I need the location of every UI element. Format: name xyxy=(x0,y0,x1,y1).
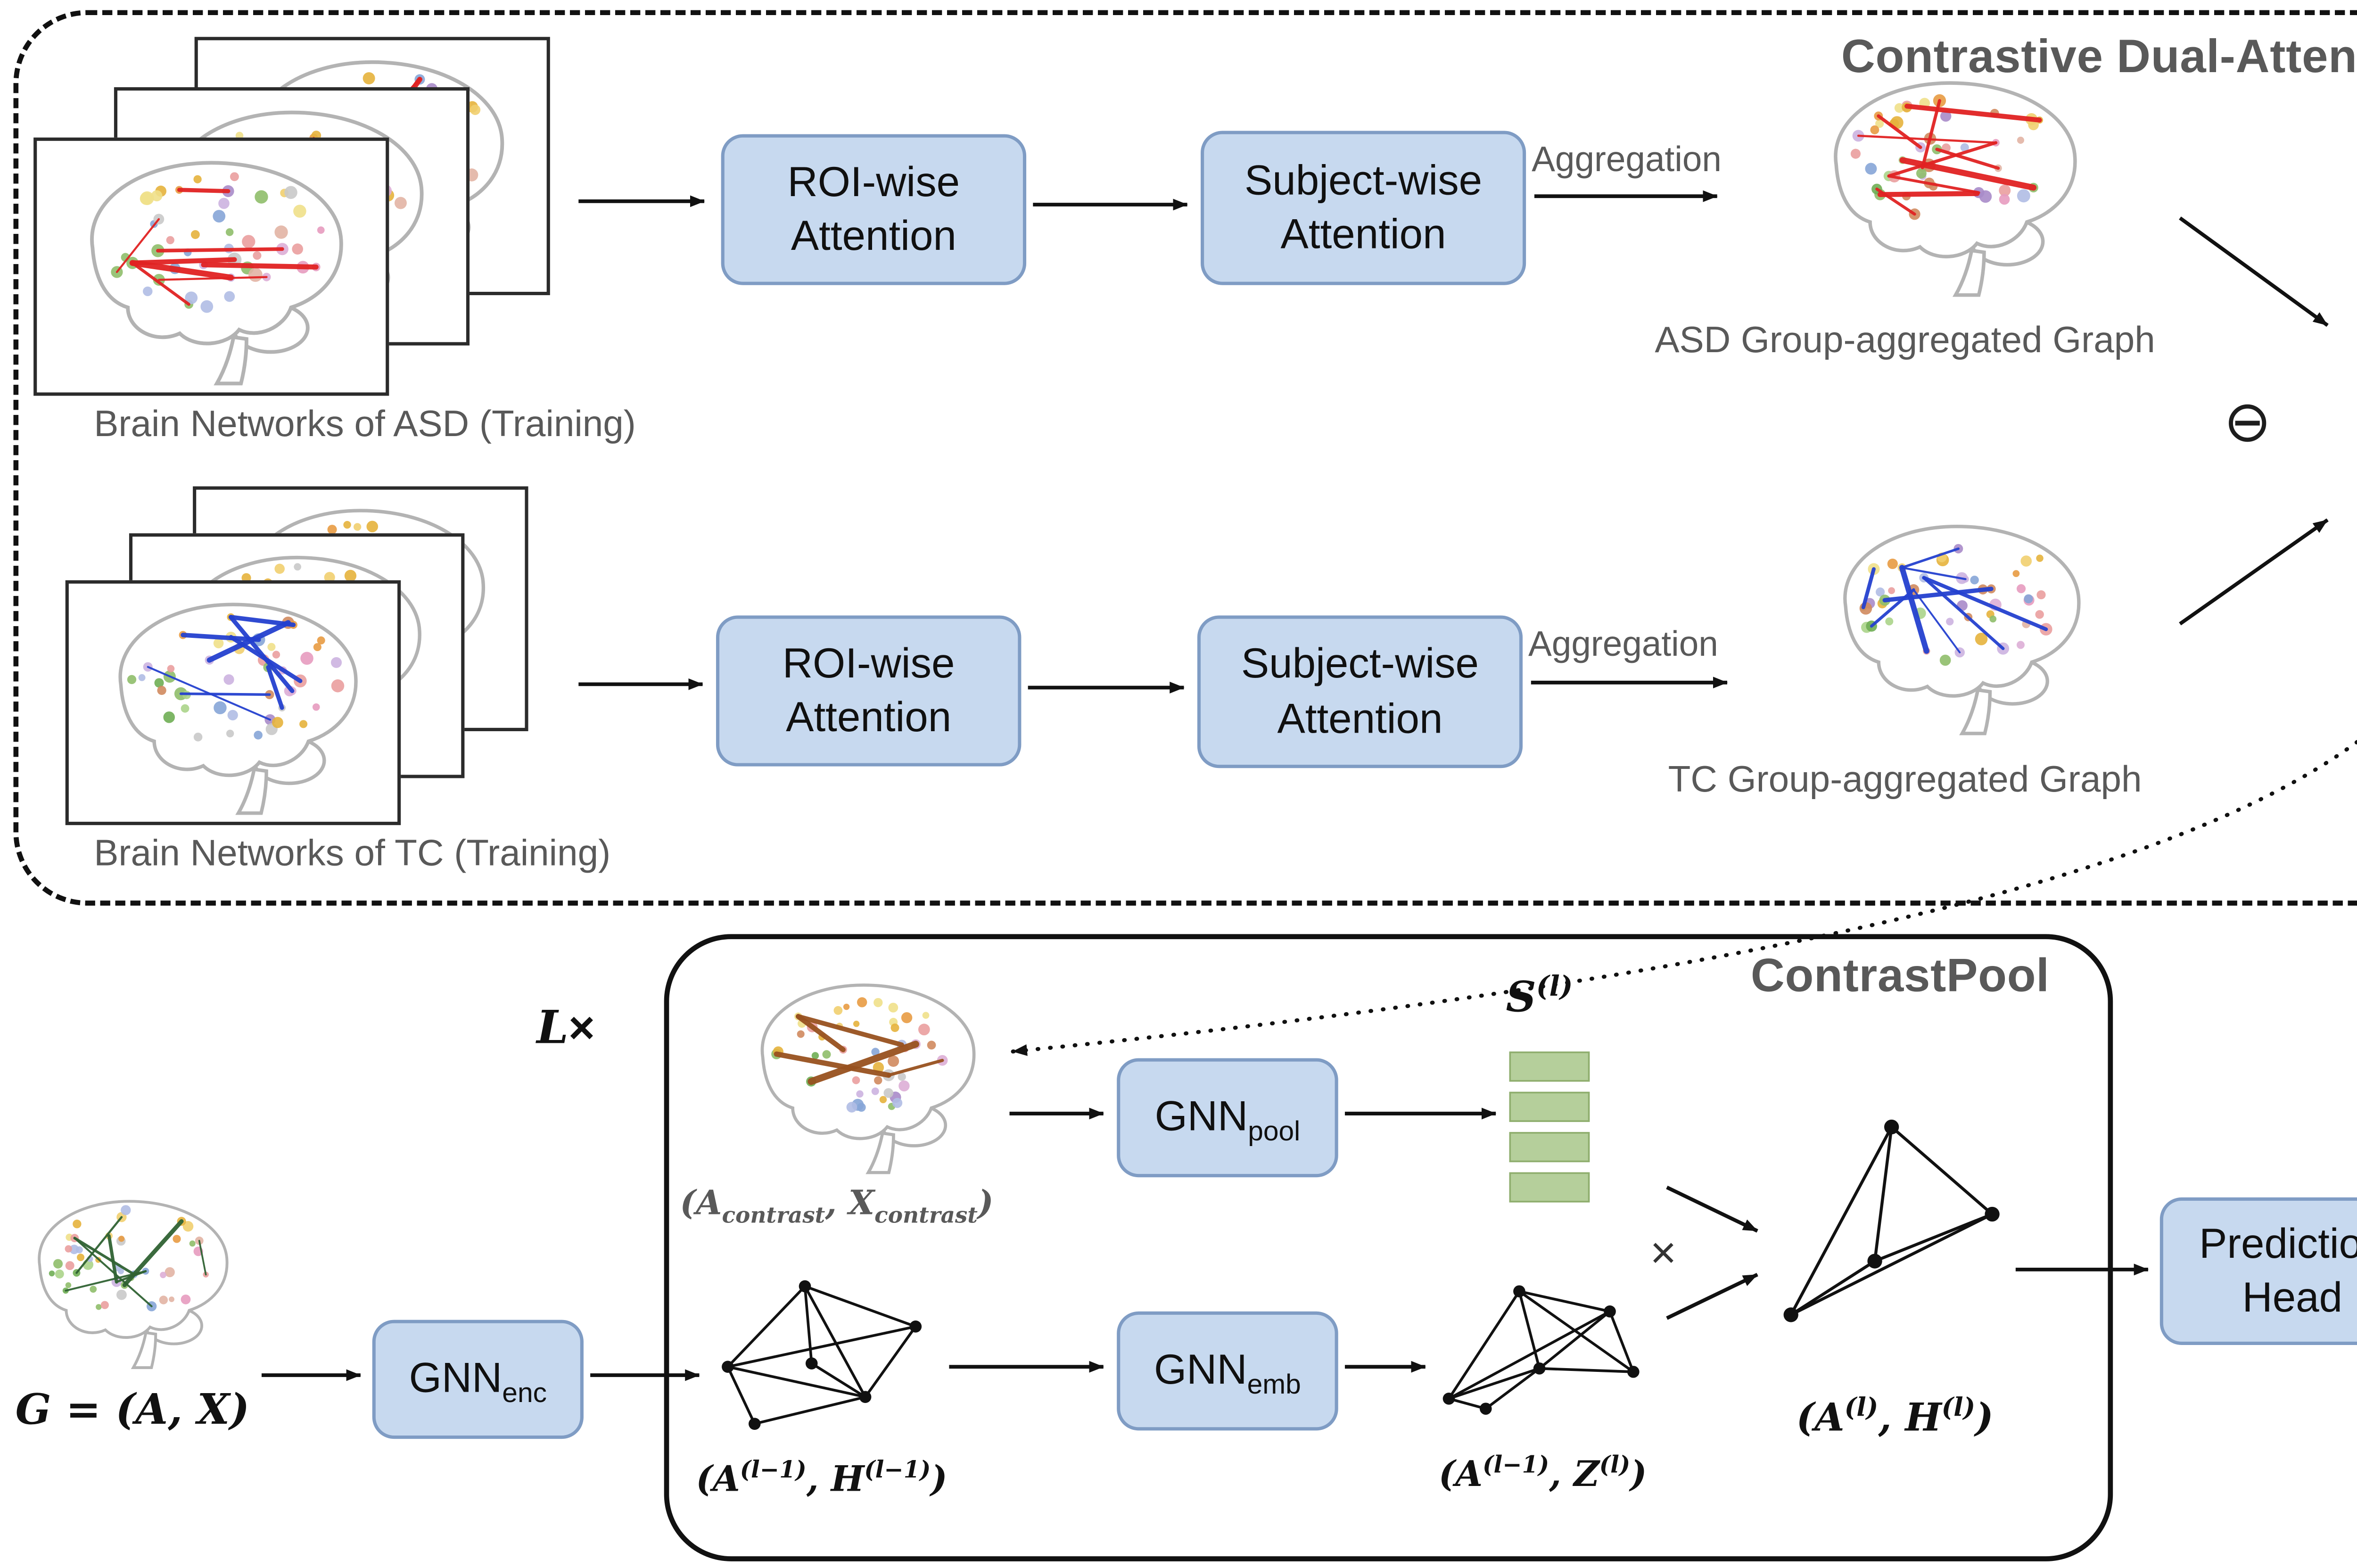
gnn-enc-label: GNNenc xyxy=(409,1355,547,1410)
prediction-head-line1: Prediction xyxy=(2199,1220,2357,1267)
tc-aggregated-brain xyxy=(1818,503,2096,744)
input-brain xyxy=(10,1188,248,1372)
tc-input-label: Brain Networks of TC (Training) xyxy=(94,832,611,874)
roi-attention-box-tc: ROI-wise Attention xyxy=(716,615,1022,767)
tc-brain-network-1 xyxy=(72,587,394,818)
gnn-pool-label: GNNpool xyxy=(1154,1094,1301,1148)
s-matrix-label: S(l) xyxy=(1506,970,1573,1022)
assignment-matrix-row xyxy=(1509,1172,1590,1203)
pooled-graph-figure xyxy=(1783,1119,2000,1322)
tc-aggregated-label: TC Group-aggregated Graph xyxy=(1668,758,2142,800)
assignment-matrix-row xyxy=(1509,1051,1590,1082)
roi-attention-tc-line1: ROI-wise xyxy=(782,640,955,687)
subject-attention-asd-line2: Attention xyxy=(1280,211,1446,258)
hidden-graph-label: (A(l−1), H(l−1)) xyxy=(696,1457,948,1500)
contrastpool-block-outline xyxy=(664,934,2113,1561)
dual-attention-block-outline xyxy=(13,10,2357,906)
aggregation-label-asd: Aggregation xyxy=(1532,140,1722,180)
stack-frame-front xyxy=(33,137,389,396)
assignment-matrix-row xyxy=(1509,1132,1590,1163)
subject-attention-box-asd: Subject-wise Attention xyxy=(1201,131,1526,285)
gnn-pool-box: GNNpool xyxy=(1117,1058,1338,1178)
asd-input-stack xyxy=(33,37,550,396)
gcontrast-brain xyxy=(2341,329,2357,533)
input-graph-label: G = (A, X) xyxy=(15,1385,250,1434)
gcontrast-brain-graphic xyxy=(2341,329,2357,533)
prediction-head-line2: Head xyxy=(2242,1274,2343,1322)
roi-attention-asd-line2: Attention xyxy=(791,213,956,260)
contrastpool-title: ContrastPool xyxy=(1750,949,2050,1001)
asd-brain-network-1 xyxy=(40,144,382,389)
contrast-input-brain xyxy=(731,969,996,1177)
dual-attention-title: Contrastive Dual-Attention block xyxy=(1841,30,2357,83)
assignment-matrix-row xyxy=(1509,1091,1590,1122)
tc-input-stack xyxy=(65,486,528,825)
z-graph-label: (A(l−1), Z(l)) xyxy=(1438,1452,1647,1494)
tc-aggregated-brain-graphic xyxy=(1818,503,2096,744)
gnn-enc-box: GNNenc xyxy=(372,1320,584,1439)
subject-attention-tc-line1: Subject-wise xyxy=(1241,640,1479,688)
loop-count-label: L× xyxy=(536,1003,595,1055)
gnn-emb-label: GNNemb xyxy=(1154,1347,1301,1401)
multiply-operator: × xyxy=(1650,1227,1677,1278)
gnn-emb-box: GNNemb xyxy=(1117,1311,1338,1431)
z-graph-figure xyxy=(1442,1285,1640,1415)
subject-attention-tc-line2: Attention xyxy=(1277,695,1443,743)
asd-aggregated-brain xyxy=(1808,57,2093,309)
aggregation-label-tc: Aggregation xyxy=(1528,625,1718,664)
roi-attention-tc-line2: Attention xyxy=(786,694,952,742)
subject-attention-asd-line1: Subject-wise xyxy=(1244,157,1483,204)
assignment-matrix xyxy=(1509,1051,1590,1205)
asd-input-label: Brain Networks of ASD (Training) xyxy=(94,402,636,445)
input-brain-graphic xyxy=(10,1188,248,1372)
asd-aggregated-brain-graphic xyxy=(1808,57,2093,309)
roi-attention-asd-line1: ROI-wise xyxy=(787,158,960,206)
asd-aggregated-label: ASD Group-aggregated Graph xyxy=(1655,318,2155,361)
subject-attention-box-tc: Subject-wise Attention xyxy=(1197,615,1523,768)
prediction-head-box: Prediction Head xyxy=(2159,1197,2357,1345)
hidden-graph-figure xyxy=(722,1280,922,1430)
pooled-graph-label: (A(l), H(l)) xyxy=(1796,1392,1994,1441)
contrast-input-label: (Acontrast, Xcontrast) xyxy=(680,1182,994,1230)
minus-operator: ⊖ xyxy=(2223,390,2272,455)
roi-attention-box-asd: ROI-wise Attention xyxy=(721,134,1027,285)
stack-frame-front xyxy=(65,580,401,825)
contrast-input-brain-graphic xyxy=(731,969,996,1177)
